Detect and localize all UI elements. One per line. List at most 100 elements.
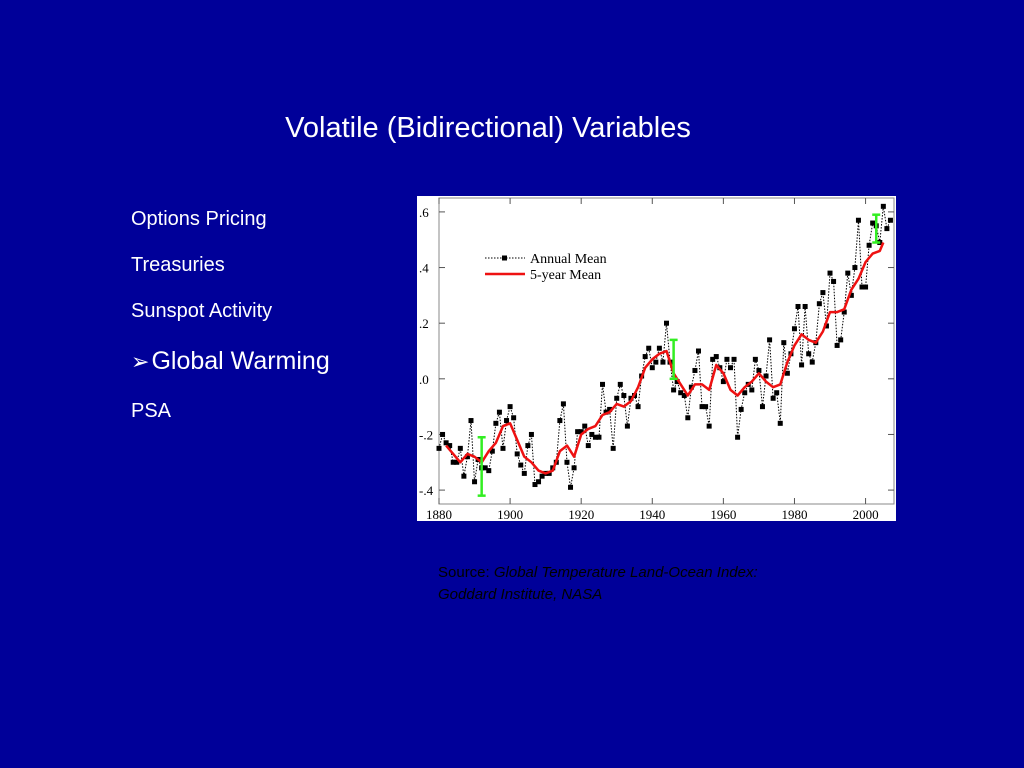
annual-mean-point	[703, 404, 709, 410]
annual-mean-point	[756, 367, 762, 373]
bullet-item: Sunspot Activity	[131, 300, 273, 322]
annual-mean-point	[713, 354, 719, 360]
annual-mean-point	[809, 359, 815, 365]
annual-mean-point	[880, 203, 886, 209]
annual-mean-point	[614, 395, 620, 401]
annual-mean-point	[795, 303, 801, 309]
annual-mean-point	[749, 387, 755, 393]
plot-frame	[438, 197, 895, 505]
annual-mean-point	[546, 470, 552, 476]
annual-mean-point	[464, 454, 470, 460]
annual-mean-point	[838, 337, 844, 343]
annual-mean-point	[710, 356, 716, 362]
annual-mean-point	[511, 415, 517, 421]
annual-mean-point	[486, 468, 492, 474]
annual-mean-point	[859, 284, 865, 290]
source-line2: Goddard Institute, NASA	[438, 586, 603, 603]
annual-mean-point	[660, 359, 666, 365]
annual-mean-point	[823, 323, 829, 329]
annual-mean-point	[592, 434, 598, 440]
annual-mean-point	[536, 479, 542, 485]
x-tick-label: 2000	[853, 507, 879, 521]
legend-smooth-label: 5-year Mean	[530, 268, 601, 283]
annual-mean-point	[603, 409, 609, 415]
annual-mean-point	[699, 404, 705, 410]
annual-mean-point	[866, 242, 872, 248]
annual-mean-point	[507, 404, 513, 410]
annual-mean-point	[482, 465, 488, 471]
annual-mean-point	[560, 401, 566, 407]
annual-mean-point	[500, 445, 506, 451]
annual-mean-point	[781, 340, 787, 346]
annual-mean-point	[834, 342, 840, 348]
y-tick-label: .6	[419, 205, 429, 220]
y-tick-label: .0	[419, 372, 429, 387]
annual-mean-point	[806, 351, 812, 357]
annual-mean-point	[518, 462, 524, 468]
x-tick-label: 1980	[781, 507, 807, 521]
annual-mean-point	[468, 418, 474, 424]
annual-mean-point	[496, 409, 502, 415]
annual-mean-point	[436, 445, 442, 451]
annual-mean-point	[582, 423, 588, 429]
annual-mean-point	[621, 393, 627, 399]
annual-mean-point	[571, 465, 577, 471]
annual-mean-point	[528, 431, 534, 437]
annual-mean-point	[863, 284, 869, 290]
annual-mean-point	[727, 365, 733, 371]
annual-mean-point	[742, 390, 748, 396]
annual-mean-point	[628, 395, 634, 401]
annual-mean-point	[653, 359, 659, 365]
chart-svg: -.4 -.2 .0 .2 .4 .6 1880 1900 1920 1940 1960 1980 20…	[419, 197, 895, 521]
annual-mean-point	[585, 443, 591, 449]
annual-mean-point	[447, 443, 453, 449]
y-tick-label: .2	[419, 316, 429, 331]
annual-mean-point	[514, 451, 520, 457]
annual-mean-point	[752, 356, 758, 362]
annual-mean-point	[568, 484, 574, 490]
bullet-label: Global Warming	[151, 347, 330, 375]
bullet-item: Options Pricing	[131, 208, 267, 230]
annual-mean-point	[735, 434, 741, 440]
annual-mean-point	[692, 367, 698, 373]
annual-mean-point	[770, 395, 776, 401]
annual-mean-point	[557, 418, 563, 424]
annual-mean-point	[802, 303, 808, 309]
annual-mean-point	[852, 265, 858, 271]
annual-mean-point	[671, 387, 677, 393]
annual-mean-point	[646, 345, 652, 351]
x-tick-label: 1960	[710, 507, 736, 521]
annual-mean-point	[791, 326, 797, 332]
annual-mean-point	[504, 418, 510, 424]
annual-mean-point	[685, 415, 691, 421]
annual-mean-point	[759, 404, 765, 410]
bullet-item: PSA	[131, 400, 172, 422]
annual-mean-point	[799, 362, 805, 368]
bullet-list: Options Pricing Treasuries Sunspot Activ…	[131, 196, 330, 434]
annual-mean-point	[870, 220, 876, 226]
annual-mean-point	[656, 345, 662, 351]
annual-mean-point	[681, 393, 687, 399]
annual-mean-point	[525, 443, 531, 449]
annual-mean-point	[642, 354, 648, 360]
y-tick-label: .4	[419, 261, 429, 276]
bullet-item: Treasuries	[131, 254, 225, 276]
temperature-chart: -.4 -.2 .0 .2 .4 .6 1880 1900 1920 1940 1960 1980 20…	[417, 196, 896, 521]
annual-mean-point	[564, 459, 570, 465]
annual-mean-point	[884, 226, 890, 232]
annual-mean-point	[763, 373, 769, 379]
annual-mean-point	[827, 270, 833, 276]
annual-mean-point	[855, 217, 861, 223]
annual-mean-point	[774, 390, 780, 396]
annual-mean-point	[578, 429, 584, 435]
annual-mean-point	[489, 448, 495, 454]
annual-mean-point	[624, 423, 630, 429]
annual-mean-point	[738, 406, 744, 412]
annual-mean-point	[443, 440, 449, 446]
arrow-bullet-icon: ➢	[131, 349, 150, 374]
x-tick-label: 1880	[426, 507, 452, 521]
annual-mean-point	[532, 482, 538, 488]
x-tick-label: 1940	[639, 507, 665, 521]
annual-mean-point	[848, 292, 854, 298]
annual-mean-point	[831, 278, 837, 284]
